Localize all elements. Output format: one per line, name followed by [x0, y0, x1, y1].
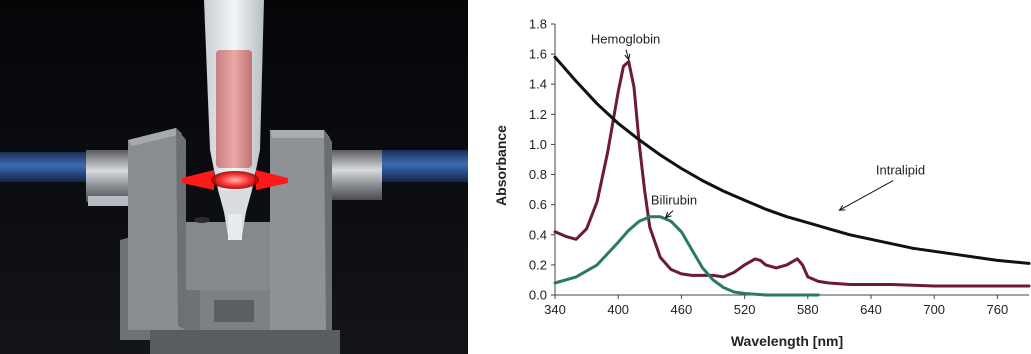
annotation-intralipid-arrowhead	[838, 205, 846, 211]
y-tick-label: 0.6	[529, 197, 547, 212]
x-tick-label: 460	[671, 302, 693, 317]
absorbance-chart: 0.0 0.2 0.4 0.6 0.8 1.0 1.2 1.4 1.6 1.8 340 400 460…	[493, 17, 1031, 349]
x-tick-label: 640	[860, 302, 882, 317]
x-axis-label: Wavelength [nm]	[731, 333, 843, 349]
y-tick-label: 1.4	[529, 77, 547, 92]
x-axis-ticks: 340 400 460 520 580 640 700 760	[544, 295, 1008, 317]
annotation-hemoglobin-label: Hemoglobin	[591, 32, 660, 47]
cuvette-holder	[120, 128, 340, 354]
annotation-bilirubin-arrow	[665, 210, 674, 219]
annotation-bilirubin-arrowhead	[664, 211, 672, 219]
y-tick-label: 0.8	[529, 167, 547, 182]
y-tick-label: 1.8	[529, 17, 547, 32]
annotation-hemoglobin-arrowhead	[624, 53, 631, 61]
left-optical-fiber	[0, 150, 132, 206]
annotation-intralipid-arrow	[839, 180, 894, 211]
y-tick-label: 0.0	[529, 288, 547, 303]
annotation-intralipid-label: Intralipid	[876, 163, 925, 178]
x-tick-label: 400	[607, 302, 629, 317]
y-tick-label: 0.2	[529, 257, 547, 272]
laser-beam	[182, 170, 288, 190]
apparatus-image	[0, 0, 468, 354]
x-tick-label: 700	[923, 302, 945, 317]
x-tick-label: 340	[544, 302, 566, 317]
annotation-bilirubin-label: Bilirubin	[651, 193, 697, 208]
x-tick-label: 760	[987, 302, 1009, 317]
y-tick-label: 0.4	[529, 227, 547, 242]
series-intralipid-line	[553, 55, 1031, 265]
y-tick-label: 1.6	[529, 47, 547, 62]
pipette	[204, 0, 264, 240]
annotation-layer: Hemoglobin Bilirubin Intralipid	[591, 32, 925, 219]
y-tick-label: 1.0	[529, 137, 547, 152]
x-tick-label: 520	[734, 302, 756, 317]
x-tick-label: 580	[797, 302, 819, 317]
series-layer	[553, 55, 1031, 297]
y-tick-label: 1.2	[529, 107, 547, 122]
y-axis-ticks: 0.0 0.2 0.4 0.6 0.8 1.0 1.2 1.4 1.6 1.8	[529, 17, 555, 303]
right-optical-fiber	[330, 150, 468, 200]
y-axis-label: Absorbance	[493, 125, 509, 206]
annotation-hemoglobin-arrow	[625, 49, 630, 60]
series-hemoglobin-line	[553, 60, 1031, 288]
series-bilirubin-line	[553, 215, 820, 297]
